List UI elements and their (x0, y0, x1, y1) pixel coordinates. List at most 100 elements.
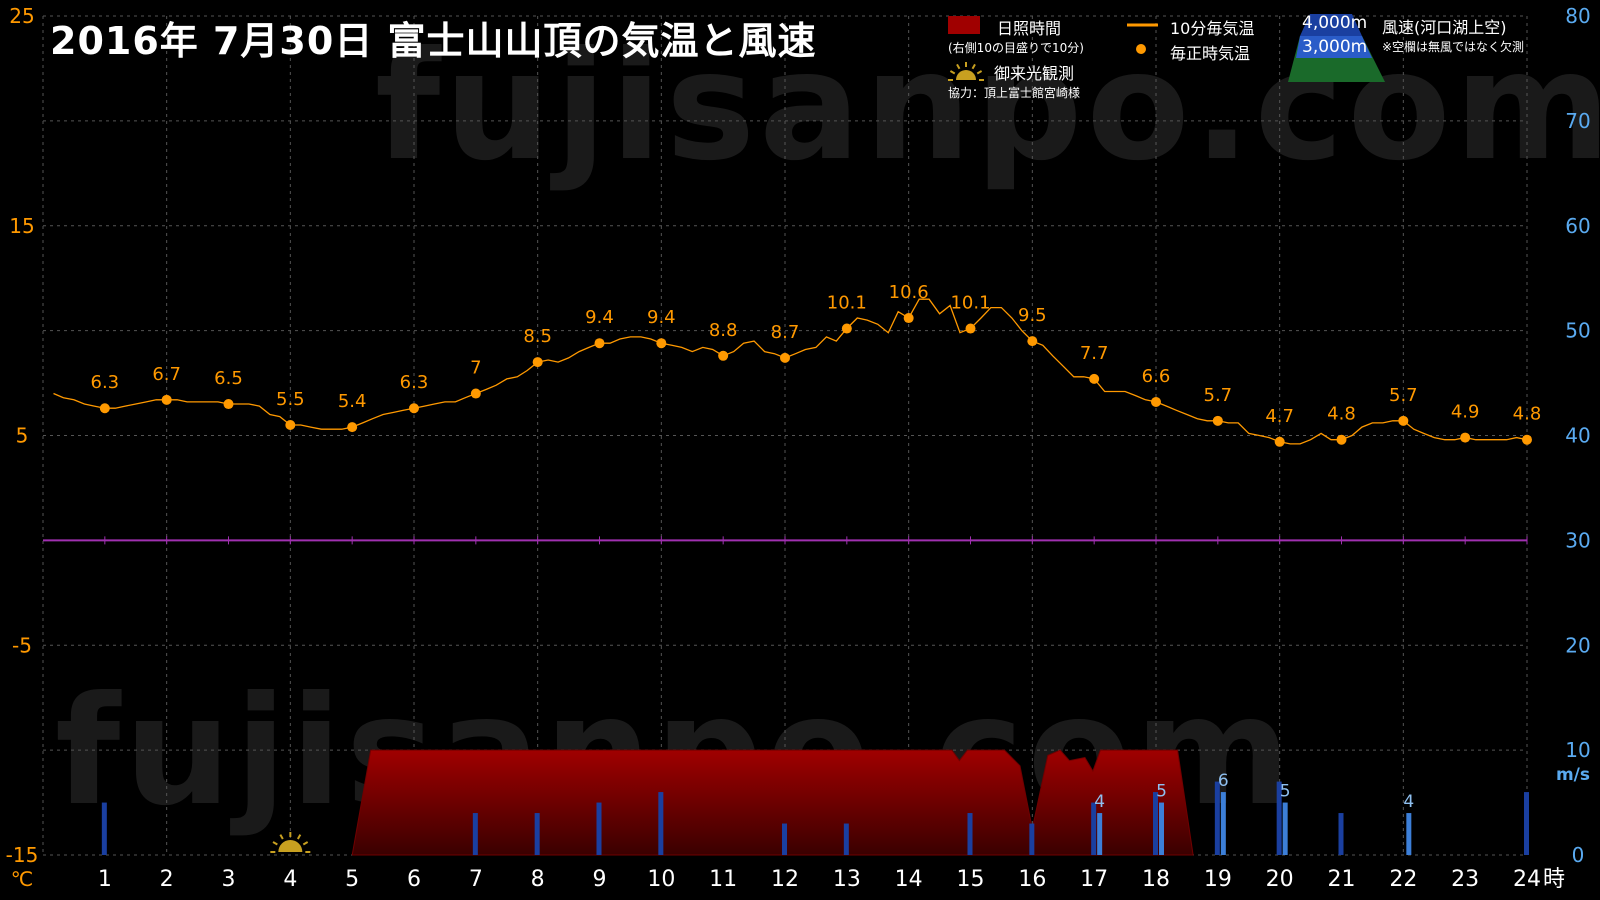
watermark-top: fujisanpo.com (375, 20, 1600, 194)
legend-sunshine-label: 日照時間 (997, 19, 1062, 38)
legend-alt-3000: 3,000m (1302, 37, 1368, 57)
hourly-temperature-label: 5.4 (338, 391, 367, 412)
wind-bar-4000m (967, 813, 973, 855)
hourly-temperature-label: 4.7 (1265, 406, 1294, 427)
x-axis-tick-label: 17 (1080, 867, 1108, 892)
legend-sunrise-icon (948, 62, 984, 81)
right-axis-tick-label: 50 (1565, 319, 1590, 343)
sunrise-icon-disc (278, 840, 303, 852)
hourly-temperature-point (1027, 336, 1038, 347)
hourly-temperature-point (841, 323, 852, 334)
hourly-temperature-point (780, 352, 790, 363)
hourly-temperature-label: 8.5 (523, 326, 552, 347)
right-axis-tick-label: 20 (1565, 633, 1590, 657)
x-axis-tick-label: 2 (160, 867, 174, 892)
right-axis-tick-label: 70 (1565, 109, 1590, 133)
wind-label-3000m: 6 (1218, 771, 1229, 791)
x-axis-tick-label: 3 (222, 867, 236, 892)
x-axis-tick-label: 24 (1513, 867, 1541, 892)
sunrise-icon-ray (296, 834, 302, 840)
x-axis-tick-label: 13 (833, 867, 861, 892)
hourly-temperature-point (532, 357, 543, 368)
hourly-temperature-label: 4.8 (1513, 404, 1542, 425)
x-axis-tick-label: 9 (593, 867, 607, 892)
legend-wind-note: ※空欄は無風ではなく欠測 (1382, 40, 1525, 54)
sunrise-icon (270, 832, 311, 853)
hourly-temperature-point (409, 403, 419, 414)
legend-graphics (948, 14, 1385, 82)
legend-mountain-3000m (1296, 36, 1372, 58)
hourly-temperature-point (99, 403, 110, 414)
wind-bar-4000m (1153, 792, 1158, 855)
x-axis-tick-label: 6 (407, 867, 421, 892)
hourly-temperature-point (223, 399, 234, 410)
wind-label-3000m: 5 (1280, 782, 1291, 802)
wind-bar-4000m (782, 823, 787, 855)
hourly-temperature-point (347, 422, 358, 433)
x-axis-tick-label: 5 (345, 867, 359, 892)
wind-bar-4000m (1029, 823, 1035, 855)
hourly-temperature-point (1212, 415, 1223, 426)
legend-sunrise-disc (956, 70, 976, 80)
right-axis-tick-label: 10 (1565, 738, 1590, 762)
right-axis-tick-label: 60 (1565, 214, 1590, 238)
hourly-temperature-point (1460, 432, 1471, 443)
x-axis-tick-label: 12 (771, 867, 799, 892)
sunrise-icon-ray (272, 841, 278, 846)
legend-alt-4000: 4,000m (1302, 13, 1368, 33)
sunshine-area (351, 749, 1194, 856)
ten-minute-temperature-line (53, 298, 1528, 445)
x-axis-tick-label: 16 (1018, 867, 1046, 892)
hourly-temperature-point (1089, 373, 1100, 384)
wind-bar-4000m (1091, 802, 1097, 855)
ten-minute-temperature-polyline (53, 298, 1528, 445)
hourly-temperature-label: 5.5 (276, 389, 305, 410)
right-axis-tick-label: 0 (1572, 843, 1585, 867)
wind-bar-4000m (843, 823, 849, 855)
right-axis-tick-label: 80 (1565, 4, 1590, 28)
chart-title: 2016年 7月30日 富士山山頂の気温と風速 (50, 19, 817, 63)
legend-cooperation: 協力：頂上富士館宮崎様 (948, 86, 1081, 100)
x-axis-tick-label: 21 (1328, 867, 1356, 892)
x-axis-tick-label: 19 (1204, 867, 1232, 892)
hourly-temperature-label: 5.7 (1204, 385, 1233, 406)
left-axis-tick-label: 15 (9, 214, 34, 238)
x-axis-tick-label: 14 (895, 867, 923, 892)
sunrise-icon-ray (302, 841, 309, 846)
hourly-temperature-point (285, 420, 296, 431)
wind-bar-3000m (1159, 802, 1164, 855)
hourly-temperature-label: 10.6 (889, 282, 929, 303)
x-axis-tick-label: 22 (1389, 867, 1417, 892)
wind-bar-4000m (658, 792, 664, 855)
legend-sunshine-note: (右側10の目盛りで10分) (948, 41, 1084, 55)
hourly-temperature-point (594, 338, 605, 349)
hourly-temperature-label: 6.3 (91, 372, 120, 393)
left-axis-tick-label: 25 (9, 4, 34, 28)
hourly-temperature-point (1336, 434, 1347, 445)
hourly-temperature-label: 5.7 (1389, 385, 1418, 406)
wind-bar-4000m (472, 813, 478, 855)
grid (42, 15, 1528, 856)
hourly-temperature-label: 4.9 (1451, 402, 1480, 423)
hourly-temperature-label: 9.5 (1018, 305, 1047, 326)
legend-hourly-label: 毎正時気温 (1170, 44, 1251, 63)
wind-bar-4000m (101, 802, 107, 855)
hourly-temperature-label: 10.1 (950, 293, 990, 314)
left-axis-tick-label: -5 (12, 633, 32, 657)
right-axis-unit: m/s (1556, 765, 1590, 785)
hourly-temperature-label: 7 (470, 358, 481, 379)
wind-bar-4000m (1524, 792, 1529, 855)
hourly-temperature-point (656, 338, 667, 349)
hourly-temperature-point (470, 388, 481, 399)
legend-sunrise-ray (976, 70, 983, 75)
wind-bar-3000m (1097, 813, 1103, 855)
hourly-temperature-point (161, 394, 172, 405)
hourly-temperature-point (1151, 396, 1161, 407)
hourly-temperature-label: 6.6 (1142, 366, 1171, 387)
zero-line (43, 536, 1528, 545)
x-axis-unit: 時 (1543, 867, 1565, 892)
hourly-temperature-point (1274, 436, 1285, 447)
hourly-temperature-label: 6.7 (152, 364, 181, 385)
x-axis-tick-label: 8 (531, 867, 545, 892)
